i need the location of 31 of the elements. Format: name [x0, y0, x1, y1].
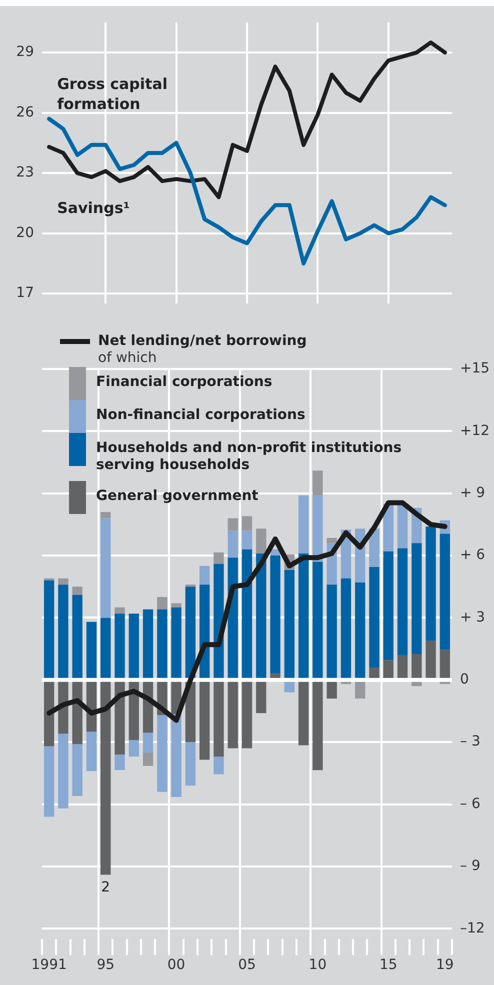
y-tick-label: + 9	[460, 485, 486, 502]
y-tick-label: – 3	[460, 734, 480, 750]
x-tick-label: 19	[436, 957, 454, 974]
legend-label: Net lending/net borrowing	[98, 333, 307, 350]
y-tick-label: 29	[16, 44, 34, 60]
y-tick-label: + 6	[460, 547, 486, 564]
y-tick-label: – 6	[460, 796, 480, 812]
y-tick-label: + 3	[460, 609, 486, 626]
series-label: Gross capital formation	[57, 74, 168, 113]
x-tick-label: 1991	[31, 957, 67, 974]
legend-label: Non-financial corporations	[96, 406, 306, 425]
y-tick-label: 20	[16, 224, 34, 241]
y-tick-label: 0	[460, 672, 469, 688]
y-tick-label: +15	[460, 360, 490, 377]
x-tick-label: 00	[167, 957, 186, 974]
text: of which	[98, 350, 158, 367]
annotation: 2	[101, 879, 110, 896]
series-label: Savings¹	[57, 198, 130, 217]
legend-label: Households and non-profit institutions serving households	[96, 439, 403, 475]
y-tick-label: 26	[16, 104, 34, 120]
y-tick-label: 17	[16, 285, 34, 302]
y-tick-label: –12	[460, 920, 485, 936]
x-tick-label: 15	[379, 957, 398, 974]
x-tick-label: 10	[308, 957, 327, 974]
legend-label: Financial corporations	[96, 373, 272, 392]
x-tick-label: 95	[96, 957, 115, 974]
y-tick-label: 23	[16, 164, 34, 181]
y-tick-label: – 9	[460, 858, 480, 874]
legend-label: General government	[96, 487, 258, 506]
y-tick-label: +12	[460, 422, 490, 439]
x-tick-label: 05	[238, 957, 256, 974]
